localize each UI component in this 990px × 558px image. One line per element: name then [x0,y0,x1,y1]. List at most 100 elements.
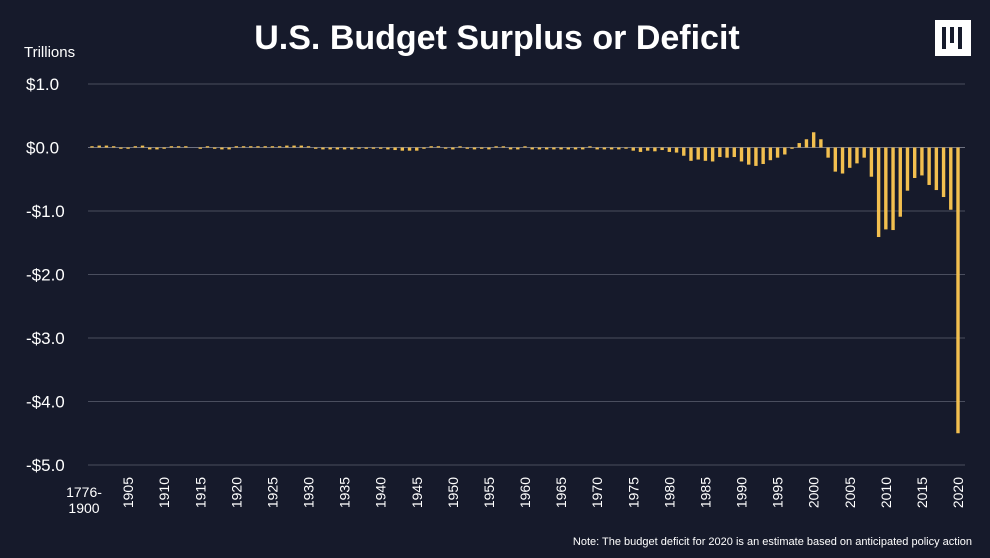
bar-1995 [775,147,780,158]
bar-2017 [934,147,939,191]
bar-1924 [263,146,267,148]
bar-1999 [804,139,809,148]
bar-1903 [111,146,116,148]
bar-1904 [119,147,123,149]
bar-1921 [241,146,246,148]
y-tick-labels: $1.0 $0.0 -$1.0 -$2.0 -$3.0 -$4.0 -$5.0 [26,75,65,475]
bar-1915 [198,147,202,149]
bar-1964 [552,147,556,150]
bar-1902 [104,145,109,148]
x-tick-label: 1990 [734,477,750,508]
x-tick-label: 1970 [589,477,605,508]
x-tick-label: 1955 [481,477,497,508]
bar-1982 [682,147,686,156]
x-tick-label: 2015 [914,477,930,508]
bar-1996 [783,147,787,155]
bar-1917 [212,147,217,149]
x-tick-label: 1980 [661,477,677,508]
bar-1925 [270,146,275,148]
bar-1909 [155,147,159,150]
y-tick-label: -$2.0 [26,266,65,285]
x-tick-label: 1910 [156,477,172,508]
x-tick-label: 1945 [409,477,425,508]
bar-1994 [768,147,773,161]
bar-2010 [884,147,888,230]
bar-2020 [956,147,960,434]
bar-1974 [624,147,628,149]
bar-1950 [451,147,455,150]
bar-1908 [148,147,152,150]
bar-1938 [364,147,368,149]
x-tick-label: 1905 [120,477,136,508]
x-tick-label: 2000 [806,477,822,508]
bar-1933 [328,147,332,150]
bar-1978 [653,147,657,152]
y-tick-label: -$3.0 [26,329,65,348]
y-tick-label: $1.0 [26,75,59,94]
x-tick-label-first: 1776-1900 [66,484,102,516]
bar-1962 [537,147,542,150]
bar-1989 [732,147,736,158]
bar-1937 [357,147,361,149]
bar-1912 [176,146,181,148]
bar-1968 [581,147,585,150]
bar-2006 [855,147,859,164]
bar-1957 [501,146,506,148]
bar-1986 [710,147,715,162]
bar-1923 [256,146,260,148]
bar-1960 [523,146,527,148]
bar-1918 [220,147,224,150]
bar-1901 [97,145,101,148]
bar-1934 [335,147,340,150]
x-tick-label: 1940 [373,477,389,508]
bar-1975 [631,147,635,151]
bar-1932 [321,147,325,150]
bar-2001 [819,139,823,148]
bar-1951 [458,146,462,148]
bar-1920 [234,146,239,148]
x-tick-label: 1985 [697,477,713,508]
x-tick-label: 2020 [950,477,966,508]
bar-1963 [544,147,549,150]
x-tick-label: 1930 [301,477,317,508]
bar-1948 [436,146,441,148]
x-tick-label: 1950 [445,477,461,508]
bar-1990 [739,147,744,162]
bar-1927 [285,145,289,148]
bar-2009 [876,147,881,238]
bar-1983 [689,147,693,161]
bar-1928 [292,145,296,148]
footnote: Note: The budget deficit for 2020 is an … [573,536,972,548]
bar-1993 [761,147,765,165]
bar-1936 [350,147,354,150]
y-tick-label: -$5.0 [26,456,65,475]
bar-1987 [718,147,722,158]
bar-1991 [747,147,751,165]
x-tick-label: 2005 [842,477,858,508]
x-tick-label: 1925 [264,477,280,508]
x-tick-label: 1995 [770,477,786,508]
bar-1941 [386,147,390,150]
x-tick-label: 1960 [517,477,533,508]
bar-1954 [480,147,484,149]
bar-2007 [862,147,866,158]
bar-1945 [415,147,419,151]
bar-1905 [126,147,130,149]
bar-1985 [703,147,708,161]
chart-title: U.S. Budget Surplus or Deficit [254,19,739,57]
bar-2005 [848,147,852,168]
x-tick-label: 1915 [192,477,208,508]
bar-1976 [638,147,643,152]
bar-1926 [277,146,282,148]
gridlines [88,83,965,466]
bar-1980 [667,147,672,152]
y-tick-label: -$1.0 [26,202,65,221]
bar-1949 [443,147,448,149]
bar-2011 [891,147,895,231]
bar-1970 [595,147,599,150]
bar-2014 [913,147,917,178]
bar-1922 [249,146,253,148]
bar-1981 [674,147,679,153]
bars [90,132,960,434]
bar-1947 [429,146,433,148]
